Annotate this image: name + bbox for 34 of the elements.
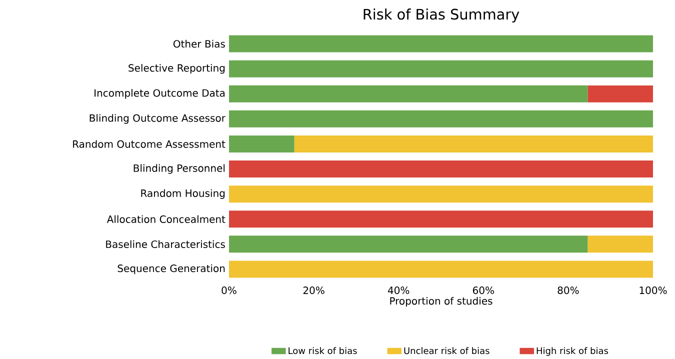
bar	[229, 135, 294, 152]
legend-label: Low risk of bias	[288, 347, 357, 354]
legend-label: High risk of bias	[536, 347, 608, 356]
y-tick-label: Random Housing	[141, 189, 225, 199]
bar	[229, 160, 654, 178]
bar	[229, 186, 654, 203]
y-tick-label: Incomplete Outcome Data	[94, 89, 225, 99]
x-axis-title: Proportion of studies	[390, 296, 492, 307]
y-tick-label: Blinding Outcome Assessor	[90, 114, 226, 124]
y-tick-label: Blinding Personnel	[134, 164, 225, 174]
x-tick-label: 40%	[388, 286, 410, 294]
y-tick-label: Selective Reporting	[128, 64, 225, 74]
x-tick-label: 100%	[640, 286, 667, 294]
bar	[229, 110, 654, 128]
x-tick-label: 60%	[472, 286, 494, 294]
bar	[229, 85, 588, 102]
bar	[229, 60, 654, 78]
x-tick-label: 20%	[303, 286, 324, 294]
chart-title: Risk of Bias Summary	[364, 8, 520, 22]
bar	[294, 135, 654, 152]
legend-label: Unclear risk of bias	[404, 347, 490, 354]
bar	[588, 236, 654, 253]
y-tick-label: Baseline Characteristics	[106, 240, 225, 248]
x-tick-label: 80%	[558, 286, 579, 294]
y-tick-label: Sequence Generation	[118, 264, 225, 274]
bar	[588, 85, 654, 102]
bar	[229, 236, 588, 253]
y-tick-label: Random Outcome Assessment	[73, 140, 226, 148]
x-tick-label: 0%	[222, 286, 236, 294]
bar	[229, 210, 654, 228]
bar	[229, 35, 654, 52]
y-tick-label: Other Bias	[173, 40, 225, 48]
y-tick-label: Allocation Concealment	[106, 215, 226, 223]
bar	[229, 260, 654, 278]
